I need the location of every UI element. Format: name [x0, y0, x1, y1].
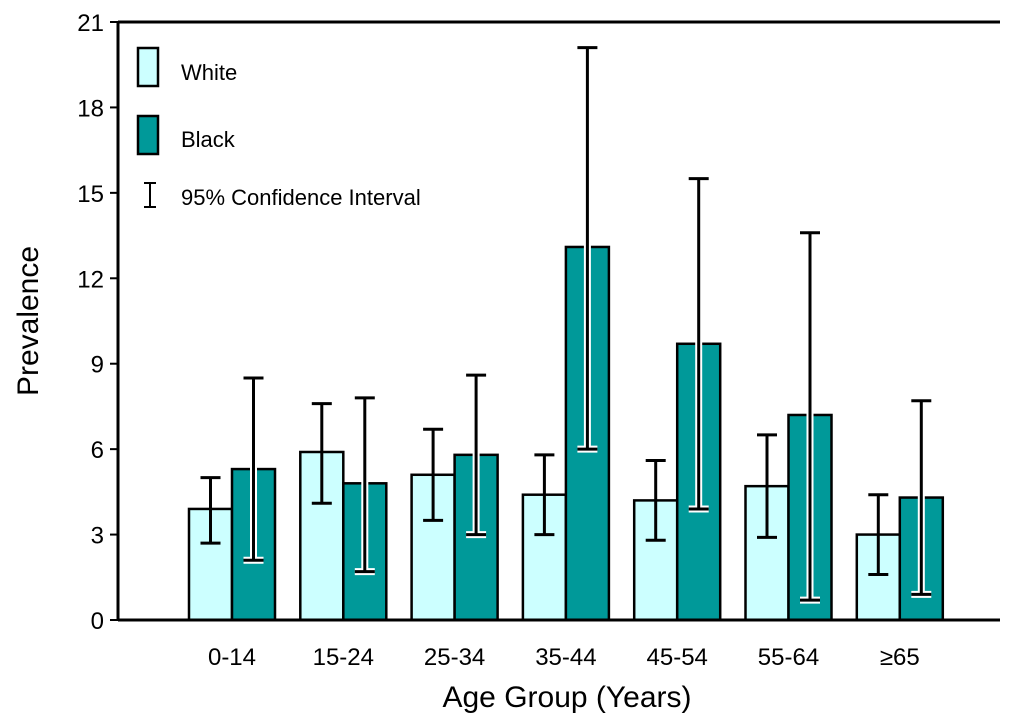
axes	[116, 20, 1000, 622]
legend-swatch-white	[136, 46, 160, 88]
error-bar-black	[354, 396, 375, 576]
x-tick-label: 25-34	[424, 644, 485, 671]
error-bar-white	[868, 493, 889, 576]
legend-ci-icon	[144, 182, 156, 208]
y-tick-label: 3	[91, 523, 104, 550]
error-bar-white	[200, 476, 221, 545]
y-axis-title: Prevalence	[12, 246, 45, 396]
error-bar-white	[534, 453, 555, 537]
x-ticks: 0-14 15-24 25-34 35-44 45-54 55-64 ≥65	[208, 644, 920, 671]
error-bar-white	[311, 402, 332, 505]
legend-label-white: White	[181, 60, 237, 85]
error-bars-layer	[200, 46, 932, 604]
error-bar-black	[800, 231, 820, 604]
error-bar-white	[423, 427, 444, 522]
bars-layer	[187, 245, 945, 622]
y-tick-label: 15	[77, 181, 104, 208]
y-tick-label: 9	[91, 352, 104, 379]
legend-label-ci: 95% Confidence Interval	[181, 185, 421, 210]
x-tick-label: 0-14	[208, 644, 256, 671]
y-tick-label: 6	[91, 437, 104, 464]
error-bar-black	[466, 373, 487, 539]
legend: White Black 95% Confidence Interval	[136, 46, 421, 210]
x-tick-label: 45-54	[647, 644, 708, 671]
y-tick-label: 21	[77, 10, 104, 37]
y-tick-label: 0	[91, 608, 104, 635]
x-tick-label: ≥65	[880, 644, 920, 671]
x-tick-label: 55-64	[758, 644, 819, 671]
error-bar-black	[243, 376, 264, 564]
error-bar-black	[577, 46, 598, 453]
error-bar-white	[645, 459, 666, 542]
error-bar-white	[757, 433, 777, 539]
error-bar-black	[911, 399, 932, 598]
y-tick-label: 18	[77, 95, 104, 122]
legend-label-black: Black	[181, 127, 236, 152]
y-tick-label: 12	[77, 266, 104, 293]
y-ticks: 0 3 6 9 12 15 18 21	[77, 10, 118, 635]
x-tick-label: 15-24	[313, 644, 374, 671]
legend-swatch-black	[136, 114, 160, 156]
x-tick-label: 35-44	[535, 644, 596, 671]
x-axis-title: Age Group (Years)	[442, 681, 691, 714]
error-bar-black	[688, 177, 709, 513]
